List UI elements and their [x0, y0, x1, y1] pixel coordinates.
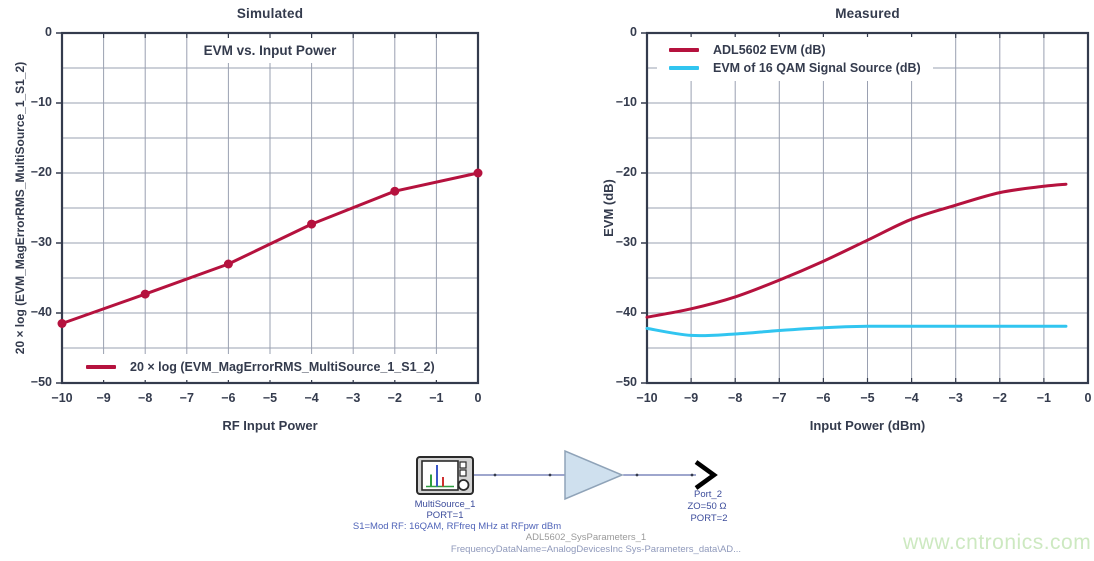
legend-item: ADL5602 EVM (dB)	[669, 43, 921, 57]
x-axis-label-measured: Input Power (dBm)	[809, 418, 926, 433]
y-tick-label: −30	[615, 235, 637, 249]
series-marker	[473, 168, 483, 178]
y-tick-label: 0	[630, 25, 637, 39]
y-tick-label: −30	[30, 235, 52, 249]
source-params-label: S1=Mod RF: 16QAM, RFfreq MHz at RFpwr dB…	[352, 521, 562, 532]
x-tick-label: −8	[728, 391, 743, 405]
x-tick-label: −5	[860, 391, 875, 405]
y-tick-label: −20	[615, 165, 637, 179]
schematic-diagram: MultiSource_1 PORT=1 S1=Mod RF: 16QAM, R…	[353, 445, 741, 555]
y-tick-label: −40	[615, 305, 637, 319]
x-tick-label: −10	[636, 391, 658, 405]
port-impedance-label: ZO=50 Ω	[687, 501, 727, 512]
x-tick-label: −4	[304, 391, 319, 405]
series-marker	[57, 319, 67, 328]
x-tick-label: −9	[683, 391, 699, 405]
y-tick-label: −50	[30, 375, 52, 389]
y-tick-label: 0	[45, 25, 52, 39]
legend-label: ADL5602 EVM (dB)	[713, 43, 826, 57]
x-tick-label: 0	[474, 391, 482, 405]
chart-svg	[641, 31, 1090, 385]
y-tick-label: −50	[615, 375, 637, 389]
y-tick-label: −40	[30, 305, 52, 319]
source-port-label: PORT=1	[426, 510, 464, 521]
legend-line-swatch	[669, 48, 699, 52]
series-line-0	[645, 182, 1068, 319]
y-axis-label-simulated: 20 × log (EVM_MagErrorRMS_MultiSource_1_…	[13, 61, 27, 355]
x-tick-label: −10	[51, 391, 73, 405]
chart-title-simulated: Simulated	[236, 6, 304, 21]
x-tick-label: −7	[772, 391, 787, 405]
x-tick-label: −3	[346, 391, 361, 405]
legend: ADL5602 EVM (dB) EVM of 16 QAM Signal Sou…	[657, 37, 933, 81]
series-line-1	[645, 324, 1068, 338]
wire	[473, 473, 696, 477]
x-tick-label: −7	[179, 391, 194, 405]
y-tick-label: −10	[30, 95, 52, 109]
x-tick-label: −6	[816, 391, 831, 405]
x-tick-label: 0	[1084, 391, 1092, 405]
plot-annotation: EVM vs. Input Power	[189, 38, 351, 63]
series-marker	[307, 219, 317, 229]
chart-title-measured: Measured	[835, 6, 900, 21]
x-tick-label: −2	[992, 391, 1007, 405]
watermark: www.cntronics.com	[903, 531, 1092, 554]
x-tick-label: −1	[1036, 391, 1052, 405]
port-name-label: Port_2	[694, 489, 722, 500]
chart-svg	[56, 31, 483, 385]
output-port-arrow-icon	[694, 460, 718, 490]
series-marker	[140, 289, 150, 299]
x-tick-label: −2	[387, 391, 402, 405]
legend-label: EVM of 16 QAM Signal Source (dB)	[713, 61, 921, 75]
schematic-graphics	[416, 449, 718, 501]
plot-area-measured: −10 −9 −8 −7 −6 −5 −4 −3 −2 −1 0 0 −10 −20 −30 −40 −50 AD…	[616, 25, 1092, 405]
series-marker	[390, 186, 400, 196]
x-tick-label: −1	[429, 391, 444, 405]
series-line-0	[60, 171, 480, 325]
legend: 20 × log (EVM_MagErrorRMS_MultiSource_1_…	[74, 354, 447, 380]
x-tick-label: −3	[948, 391, 963, 405]
plot-border	[60, 31, 480, 385]
amplifier-name-label: ADL5602_SysParameters_1	[525, 532, 647, 543]
series-marker	[223, 259, 233, 269]
y-tick-label: −20	[30, 165, 52, 179]
amplifier-params-label: FrequencyDataName=AnalogDevicesInc Sys-P…	[450, 544, 742, 555]
x-tick-label: −5	[262, 391, 278, 405]
signal-source-instrument-icon	[416, 456, 474, 495]
plot-border	[645, 31, 1090, 385]
x-tick-label: −6	[221, 391, 236, 405]
amplifier-triangle-icon	[564, 449, 624, 501]
port-number-label: PORT=2	[690, 513, 728, 524]
x-tick-label: −8	[138, 391, 153, 405]
legend-item: EVM of 16 QAM Signal Source (dB)	[669, 61, 921, 75]
x-tick-label: −9	[96, 391, 111, 405]
x-axis-label-simulated: RF Input Power	[222, 418, 318, 433]
plot-area-simulated: EVM vs. Input Power −10 −9 −8 −7 −6 −5 −4 −3 −2−…	[31, 25, 483, 405]
x-tick-label: −4	[904, 391, 919, 405]
legend-line-swatch	[86, 365, 116, 369]
y-tick-label: −10	[615, 95, 637, 109]
legend-label: 20 × log (EVM_MagErrorRMS_MultiSource_1_…	[130, 360, 435, 374]
legend-line-swatch	[669, 66, 699, 70]
source-name-label: MultiSource_1	[414, 499, 476, 510]
legend-item: 20 × log (EVM_MagErrorRMS_MultiSource_1_…	[86, 360, 435, 374]
